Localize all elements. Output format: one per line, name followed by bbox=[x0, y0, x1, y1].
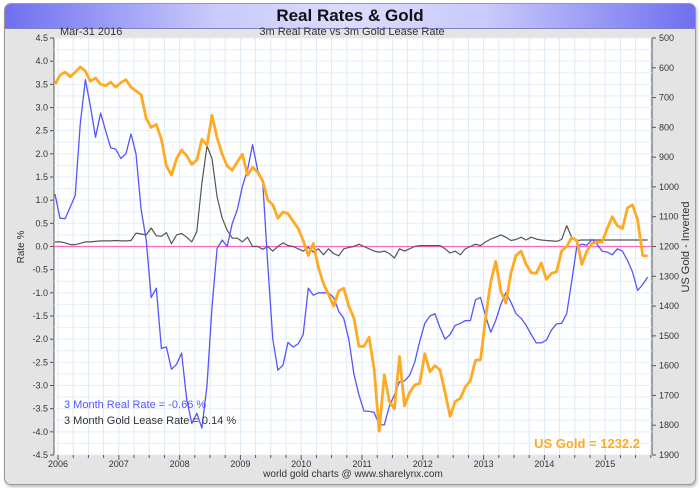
y2-tick-label: 800 bbox=[659, 122, 674, 132]
y2-tick-label: 900 bbox=[659, 152, 674, 162]
y2-tick-label: 1100 bbox=[659, 212, 678, 222]
axes: 4.5 4.0 3.5 3.0 2.5 2.0 1.5 1.0 0.5 0.0 -0.5 -1.0 -1… bbox=[32, 33, 679, 469]
chart-subtitle: 3m Real Rate vs 3m Gold Lease Rate bbox=[259, 26, 444, 38]
date-label: Mar-31 2016 bbox=[60, 26, 122, 38]
y-tick-label: 1.0 bbox=[35, 195, 48, 205]
x-tick-label: 2011 bbox=[352, 459, 371, 469]
y-tick-label: 4.0 bbox=[35, 56, 48, 66]
footer-credit: world gold charts @ www.sharelynx.com bbox=[262, 469, 443, 480]
x-tick-label: 2006 bbox=[48, 459, 68, 469]
real-rate-line bbox=[54, 79, 649, 429]
lease-rate-line bbox=[55, 145, 648, 259]
chart-title: Real Rates & Gold bbox=[276, 6, 424, 25]
y2-tick-label: 1300 bbox=[659, 271, 679, 281]
y-tick-label: 2.0 bbox=[35, 149, 48, 159]
y2-tick-label: 1800 bbox=[659, 420, 679, 430]
y-tick-label: -3.0 bbox=[32, 381, 48, 391]
y-tick-label: -4.0 bbox=[32, 427, 48, 437]
x-tick-label: 2010 bbox=[291, 459, 311, 469]
y2-tick-label: 1400 bbox=[659, 301, 679, 311]
y-tick-label: 2.5 bbox=[35, 126, 48, 136]
x-tick-label: 2013 bbox=[474, 459, 494, 469]
y-tick-label: -3.5 bbox=[32, 404, 48, 414]
y-axis-label: Rate % bbox=[16, 230, 27, 263]
y2-tick-label: 1700 bbox=[659, 390, 679, 400]
y2-tick-label: 500 bbox=[659, 33, 674, 43]
y-tick-label: -2.5 bbox=[32, 357, 48, 367]
x-tick-label: 2007 bbox=[109, 459, 129, 469]
y-tick-label: 3.5 bbox=[35, 79, 48, 89]
y2-tick-label: 600 bbox=[659, 63, 674, 73]
y2-tick-label: 1900 bbox=[659, 450, 679, 460]
y2-tick-label: 1200 bbox=[659, 242, 679, 252]
legend-lease-rate: 3 Month Gold Lease Rate = 0.14 % bbox=[64, 415, 236, 427]
title-bar: Real Rates & Gold bbox=[5, 4, 695, 29]
legend-real-rate: 3 Month Real Rate = -0.66 % bbox=[64, 399, 206, 411]
x-tick-label: 2012 bbox=[413, 459, 433, 469]
y2-axis-label: US Gold - Inverted bbox=[680, 201, 692, 292]
y-tick-label: -2.0 bbox=[32, 334, 48, 344]
x-tick-label: 2015 bbox=[595, 459, 615, 469]
x-tick-label: 2014 bbox=[534, 459, 554, 469]
grid bbox=[54, 37, 652, 456]
y-tick-label: 1.5 bbox=[35, 172, 48, 182]
us-gold-line bbox=[53, 65, 648, 433]
y2-tick-label: 700 bbox=[659, 93, 674, 103]
y-tick-label: -0.5 bbox=[32, 265, 48, 275]
y2-tick-label: 1600 bbox=[659, 361, 679, 371]
y-tick-label: -4.5 bbox=[32, 450, 48, 460]
x-tick-label: 2009 bbox=[230, 459, 250, 469]
y-tick-label: 3.0 bbox=[35, 103, 48, 113]
y-tick-label: 0.0 bbox=[35, 242, 48, 252]
y-tick-label: -1.0 bbox=[32, 288, 48, 298]
y2-tick-label: 1500 bbox=[659, 331, 679, 341]
y-tick-label: 0.5 bbox=[35, 218, 48, 228]
y-tick-label: 4.5 bbox=[35, 33, 48, 43]
series-lines bbox=[53, 65, 652, 433]
legend-us-gold: US Gold = 1232.2 bbox=[534, 436, 640, 451]
x-tick-label: 2008 bbox=[170, 459, 190, 469]
y-tick-label: -1.5 bbox=[32, 311, 48, 321]
y2-tick-label: 1000 bbox=[659, 182, 679, 192]
